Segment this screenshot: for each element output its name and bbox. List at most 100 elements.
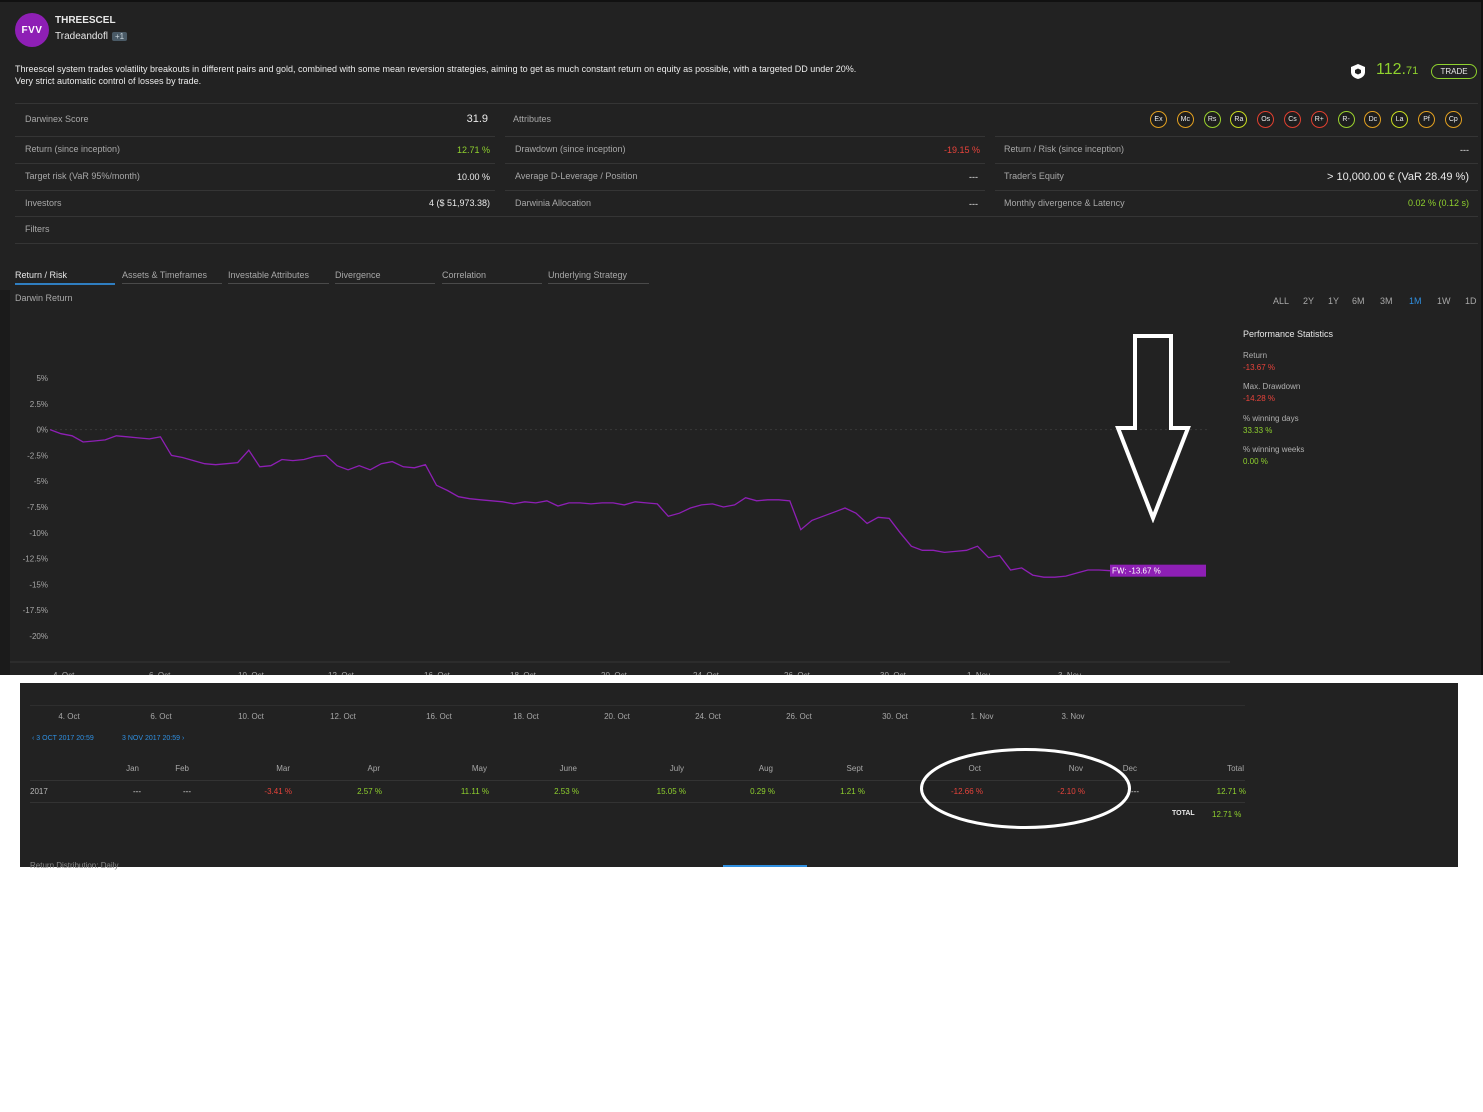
attribute-badge-os[interactable]: Os [1257,111,1275,128]
x-tick-label: 10. Oct [238,712,264,721]
month-value-nov: -2.10 % [1057,787,1085,796]
perf-return-label: Return [1243,351,1268,360]
leverage-label: Average D-Leverage / Position [515,171,638,181]
panel-frame [0,0,1483,675]
attribute-badge-ra[interactable]: Ra [1230,111,1248,128]
y-tick-label: 0% [36,426,48,435]
x-tick-label: 3. Nov [1061,712,1085,721]
y-tick-label: -7.5% [27,503,48,512]
x-tick-label: 26. Oct [786,712,812,721]
trader-name[interactable]: Tradeandofl +1 [55,31,128,42]
attribute-badge-cs[interactable]: Cs [1284,111,1301,128]
left-edge-strip [0,290,10,675]
range-all-button[interactable]: ALL [1273,296,1290,306]
perf-drawdown-label: Max. Drawdown [1243,382,1301,391]
investors-value: 4 ($ 51,973.38) [428,198,490,208]
description-line-2: Very strict automatic control of losses … [15,76,202,86]
month-header-apr: Apr [367,764,380,773]
return-value: 12.71 % [456,145,490,155]
range-1w-button[interactable]: 1W [1437,296,1451,306]
month-header-sept: Sept [846,764,863,773]
month-header-jan: Jan [126,764,139,773]
quote-value: 112.71 [1376,61,1418,79]
divider [15,103,1478,104]
tab-investable-attributes[interactable]: Investable Attributes [228,270,329,284]
x-tick-label: 20. Oct [604,712,630,721]
avatar[interactable]: FVV [15,13,49,47]
attribute-badge-mc[interactable]: Mc [1176,111,1194,128]
monthly-returns-panel: 4. Oct 6. Oct 10. Oct 12. Oct 16. Oct 18. Oct… [20,683,1458,870]
month-header-june: June [559,764,577,773]
x-tick-label: 3. Nov [1058,671,1081,675]
return-chart[interactable]: 5% 2.5% 0% -2.5% -5% -7.5% -10% -12.5% -15% -17.5… [10,300,1240,675]
attribute-badge-rs[interactable]: Rs [1203,111,1221,128]
range-1d-button[interactable]: 1D [1465,296,1477,306]
score-label: Darwinex Score [25,114,89,124]
attribute-badge-ex[interactable]: Ex [1150,111,1167,128]
x-tick-label: 16. Oct [426,712,452,721]
filters-toggle[interactable]: Filters [25,224,50,234]
range-1m-button[interactable]: 1M [1409,296,1422,306]
leverage-value: --- [969,172,978,182]
x-tick-label: 16. Oct [424,671,451,675]
month-value-feb: --- [183,787,191,796]
divider [15,243,1478,244]
series-line-fw[interactable] [49,428,1111,578]
range-1y-button[interactable]: 1Y [1328,296,1340,306]
month-header-dec: Dec [1122,764,1137,773]
trade-button[interactable]: TRADE [1431,64,1477,79]
month-value-june: 2.53 % [554,787,579,796]
month-header-mar: Mar [276,764,290,773]
month-value-jan: --- [133,787,141,796]
distribution-indicator [723,865,807,867]
date-to-text: 3 NOV 2017 20:59 [122,735,180,742]
attribute-badge-pf[interactable]: Pf [1418,111,1435,128]
trader-name-text[interactable]: Tradeandofl [55,31,108,42]
divider [505,163,985,164]
y-tick-label: -17.5% [23,606,48,615]
total-value: 12.71 % [1212,810,1242,819]
x-tick-label: 10. Oct [238,671,265,675]
equity-value: > 10,000.00 € (VaR 28.49 %) [1327,171,1469,183]
quote-integer: 112. [1376,61,1406,78]
tab-underlying-strategy[interactable]: Underlying Strategy [548,270,649,284]
attributes-label: Attributes [513,114,552,124]
series-end-label: FW: -13.67 % [1112,567,1161,576]
x-tick-label: 6. Oct [150,712,172,721]
month-value-sept: 1.21 % [840,787,865,796]
divider [995,163,1478,164]
date-from-link[interactable]: ‹ 3 OCT 2017 20:59 [32,735,94,742]
y-tick-label: 2.5% [30,400,48,409]
attribute-badge-cp[interactable]: Cp [1444,111,1462,128]
month-value-apr: 2.57 % [357,787,382,796]
attribute-badge-la[interactable]: La [1391,111,1409,128]
tab-return-risk[interactable]: Return / Risk [15,270,115,285]
attribute-badge-rminus[interactable]: R- [1337,111,1355,128]
range-3m-button[interactable]: 3M [1380,296,1393,306]
y-tick-label: -20% [29,632,48,641]
target-risk-label: Target risk (VaR 95%/month) [25,171,140,181]
month-header-nov: Nov [1068,764,1083,773]
x-tick-label: 30. Oct [880,671,907,675]
x-tick-label: 12. Oct [330,712,356,721]
chevron-right-icon: › [180,735,185,742]
range-6m-button[interactable]: 6M [1352,296,1365,306]
trader-badge[interactable]: +1 [112,32,128,41]
x-tick-label: 30. Oct [882,712,908,721]
attribute-badge-rplus[interactable]: R+ [1310,111,1328,128]
divider [15,190,495,191]
date-from-text: 3 OCT 2017 20:59 [36,735,94,742]
x-tick-label: 20. Oct [601,671,628,675]
tab-divergence[interactable]: Divergence [335,270,435,284]
month-header-may: May [471,764,487,773]
distribution-label: Return Distribution: Daily [30,861,119,870]
range-2y-button[interactable]: 2Y [1303,296,1315,306]
attribute-badge-dc[interactable]: Dc [1364,111,1382,128]
shield-icon [1351,64,1365,79]
x-tick-label: 1. Nov [970,712,994,721]
tab-assets-timeframes[interactable]: Assets & Timeframes [122,270,222,284]
date-to-link[interactable]: 3 NOV 2017 20:59 › [122,735,184,742]
return-risk-label: Return / Risk (since inception) [1004,144,1125,154]
drawdown-value: -19.15 % [943,145,980,155]
tab-correlation[interactable]: Correlation [442,270,542,284]
